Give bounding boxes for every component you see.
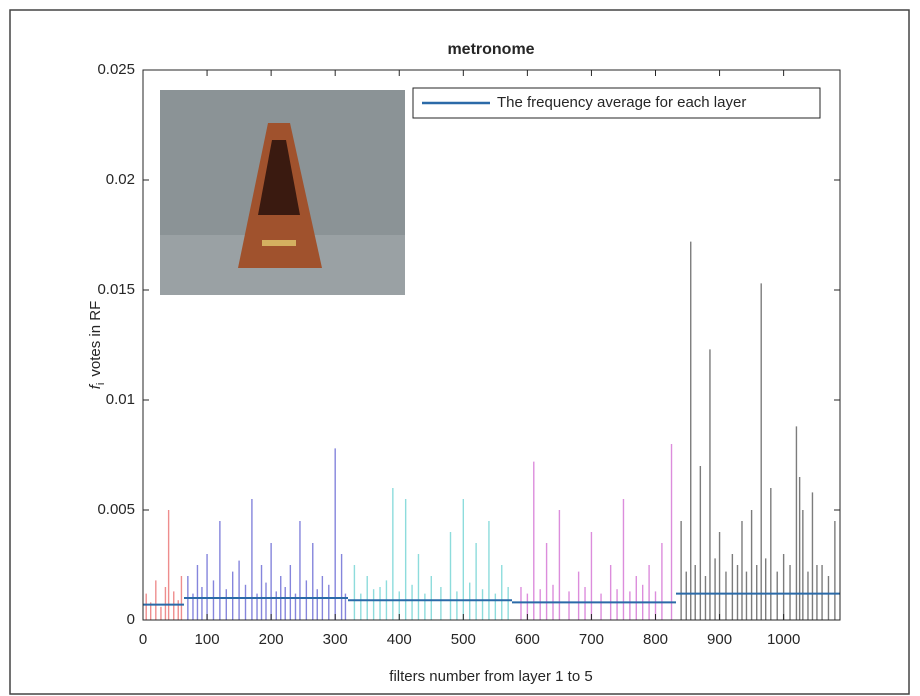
legend: The frequency average for each layer (412, 87, 821, 119)
photo-metronome-face (258, 140, 300, 215)
x-tick-label: 900 (707, 631, 732, 648)
y-tick-label: 0.015 (97, 281, 135, 298)
plot-area: 0 100 200 300 400 500 600 700 800 900 1000 0 0.005 0.… (97, 61, 841, 648)
x-tick-label: 1000 (767, 631, 800, 648)
y-tick-label: 0.01 (106, 391, 135, 408)
x-tick-label: 800 (643, 631, 668, 648)
legend-label: The frequency average for each layer (497, 94, 746, 111)
y-tick-label: 0.02 (106, 171, 135, 188)
axes-box (142, 69, 841, 621)
x-tick-label: 0 (139, 631, 147, 648)
y-label-text: votes in RF (87, 301, 104, 377)
x-tick-label: 500 (451, 631, 476, 648)
x-tick-label: 600 (515, 631, 540, 648)
y-axis-label: fi votes in RF (87, 301, 107, 389)
x-axis-label: filters number from layer 1 to 5 (389, 668, 592, 685)
figure-frame (9, 9, 910, 695)
y-tick-label: 0.025 (97, 61, 135, 78)
x-tick-label: 100 (195, 631, 220, 648)
x-tick-label: 300 (323, 631, 348, 648)
chart-title: metronome (447, 41, 534, 58)
inset-photo (160, 90, 405, 295)
y-tick-label: 0 (127, 611, 135, 628)
y-label-subscript: i (95, 383, 107, 385)
x-tick-label: 700 (579, 631, 604, 648)
photo-plate (262, 240, 296, 246)
y-tick-label: 0.005 (97, 501, 135, 518)
x-tick-label: 200 (259, 631, 284, 648)
x-tick-label: 400 (387, 631, 412, 648)
y-label-symbol: f (87, 383, 104, 389)
